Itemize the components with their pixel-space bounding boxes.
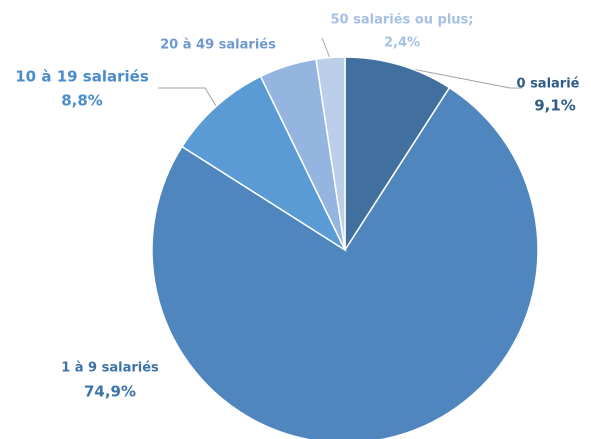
value-label: 8,8% — [61, 92, 103, 110]
pie-slice — [315, 56, 346, 251]
pie-slice — [344, 56, 451, 253]
leader-line — [401, 66, 522, 89]
category-label: 1 à 9 salariés — [61, 361, 159, 376]
value-label: 9,1% — [534, 97, 576, 115]
category-label: 0 salarié — [517, 77, 580, 92]
pie-slice — [181, 75, 347, 253]
pie-slice — [151, 86, 539, 439]
leader-line — [158, 87, 217, 107]
value-label: 2,4% — [384, 36, 420, 51]
category-label: 10 à 19 salariés — [15, 68, 149, 86]
leader-line — [321, 37, 331, 59]
category-label: 20 à 49 salariés — [160, 38, 276, 53]
category-label: 50 salariés ou plus; — [331, 13, 474, 28]
value-label: 74,9% — [84, 383, 136, 401]
